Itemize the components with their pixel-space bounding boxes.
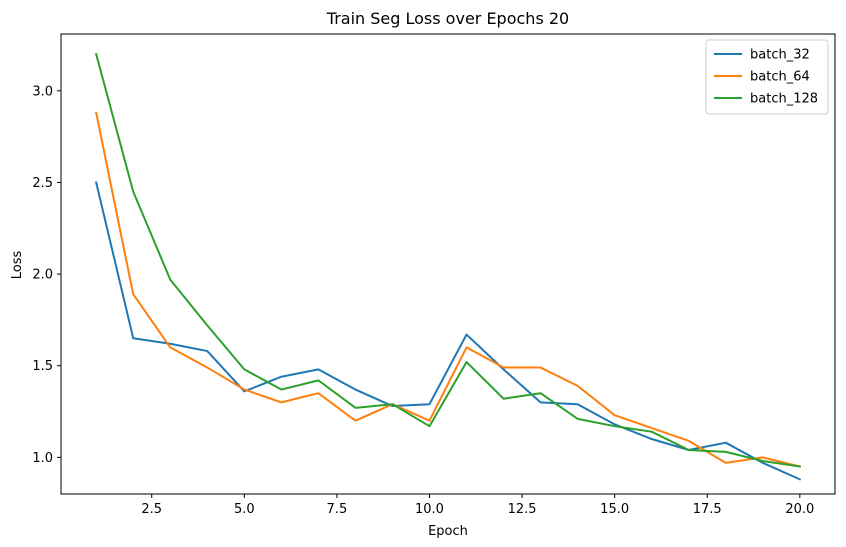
x-tick-label: 5.0 <box>234 502 255 517</box>
y-ticks: 1.0 1.5 2.0 2.5 3.0 <box>32 84 61 466</box>
y-axis-label: Loss <box>10 251 25 280</box>
legend-label-batch_64: batch_64 <box>750 70 810 85</box>
y-tick-label: 2.5 <box>32 176 53 191</box>
x-axis-label: Epoch <box>428 524 468 539</box>
chart-title: Train Seg Loss over Epochs 20 <box>326 9 569 28</box>
y-tick-label: 1.0 <box>32 451 53 466</box>
x-tick-label: 12.5 <box>508 502 537 517</box>
legend-label-batch_128: batch_128 <box>750 92 818 107</box>
axes <box>60 33 836 495</box>
x-tick-label: 10.0 <box>415 502 444 517</box>
x-tick-label: 7.5 <box>327 502 348 517</box>
x-tick-label: 17.5 <box>693 502 722 517</box>
y-tick-label: 2.0 <box>32 268 53 283</box>
series-line-batch_64 <box>95 111 802 468</box>
series-line-batch_32 <box>94 181 802 481</box>
y-tick-label: 3.0 <box>32 84 53 99</box>
x-ticks: 2.5 5.0 7.5 10.0 12.5 15.0 17.5 20.0 <box>141 494 814 517</box>
x-tick-label: 15.0 <box>600 502 629 517</box>
legend-label-batch_32: batch_32 <box>750 48 810 63</box>
x-tick-label: 2.5 <box>141 502 162 517</box>
y-tick-label: 1.5 <box>32 359 53 374</box>
plot-frame <box>60 33 836 495</box>
plot-lines <box>94 52 802 481</box>
legend-box <box>705 39 829 115</box>
legend: batch_32 batch_64 batch_128 <box>705 39 829 115</box>
x-tick-label: 20.0 <box>785 502 814 517</box>
series-line-batch_128 <box>94 52 801 468</box>
